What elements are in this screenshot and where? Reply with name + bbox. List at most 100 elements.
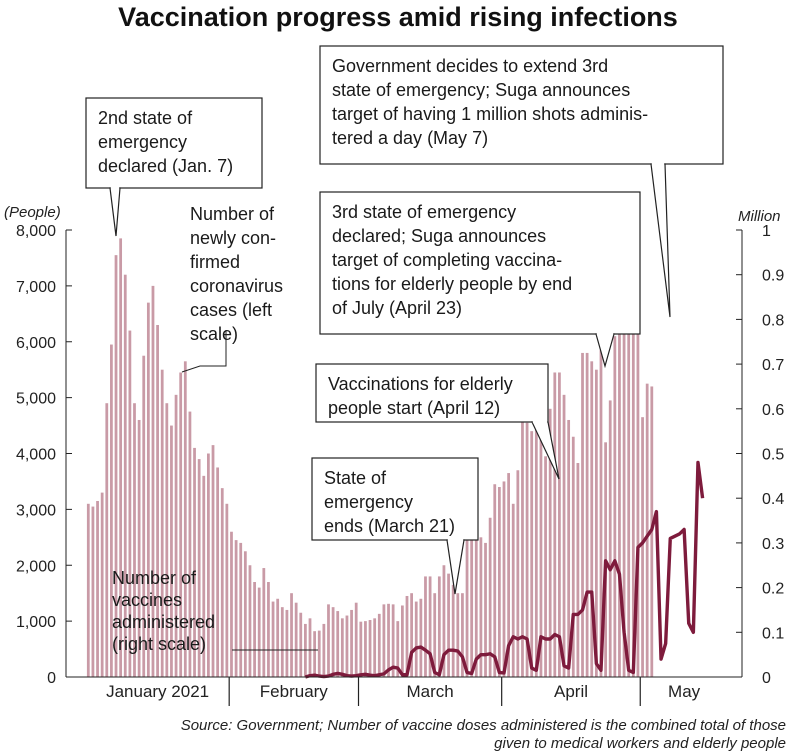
case-bar <box>86 503 90 677</box>
case-bar <box>451 584 455 677</box>
case-bar <box>248 565 252 677</box>
case-bar <box>544 456 547 677</box>
case-bar <box>105 403 109 677</box>
annotation-callout: Government decides to extend 3rd state of… <box>319 45 724 318</box>
case-bar <box>410 593 413 677</box>
case-bar <box>627 311 631 677</box>
case-bar <box>257 587 261 677</box>
case-bar <box>553 372 557 677</box>
case-bar <box>137 419 141 677</box>
case-bar <box>484 542 487 677</box>
case-bar <box>507 473 510 677</box>
case-bar <box>636 316 640 677</box>
case-bar <box>622 285 626 678</box>
case-bar <box>534 414 538 677</box>
case-bar <box>594 369 598 677</box>
left-tick-label: 2,000 <box>16 558 56 575</box>
case-bar <box>548 408 552 677</box>
annotation-text-line: state of emergency; Suga announces <box>332 80 630 100</box>
month-label: January 2021 <box>106 682 209 701</box>
vaccine-line <box>304 460 705 679</box>
callout-box <box>319 45 724 165</box>
case-bar <box>253 582 256 677</box>
case-bar <box>525 422 529 677</box>
case-bar <box>511 503 515 677</box>
case-bar <box>474 526 478 677</box>
case-bar <box>419 598 423 677</box>
case-bar <box>322 623 326 677</box>
case-bar <box>234 540 238 677</box>
case-bar <box>373 618 377 677</box>
month-label: March <box>406 682 453 701</box>
case-bar <box>216 467 220 677</box>
case-bar <box>377 613 381 677</box>
case-bar <box>280 607 284 677</box>
case-bar <box>530 431 534 677</box>
annotation-callout: 3rd state of emergency declared; Suga ann… <box>319 191 641 369</box>
annotation-callout: Vaccinations for elderly people start (Ap… <box>315 363 560 480</box>
case-bar <box>502 481 506 677</box>
case-bar <box>447 573 450 677</box>
case-bar <box>230 531 233 677</box>
case-bar <box>151 285 155 678</box>
cases-series-label-line: Number of <box>190 204 275 224</box>
case-bar <box>645 383 649 677</box>
case-bar <box>631 299 635 677</box>
cases-series-label-line: newly con- <box>190 228 276 248</box>
right-tick-label: 0.3 <box>762 536 784 553</box>
callout-pointer <box>650 163 671 318</box>
case-bar <box>442 565 446 677</box>
annotation-text-line: of July (April 23) <box>332 298 462 318</box>
case-bar <box>585 352 589 677</box>
case-bar <box>401 605 404 677</box>
source-note-line2: given to medical workers and elderly peo… <box>494 735 786 752</box>
right-tick-label: 0.5 <box>762 447 784 464</box>
callout-pointer <box>109 187 121 237</box>
case-bar <box>350 609 353 677</box>
left-tick-label: 8,000 <box>16 223 56 240</box>
series-labels: Number of newly con-firmed coronavirus case… <box>112 204 318 654</box>
annotation-text-line: ends (March 21) <box>324 516 455 536</box>
month-label: February <box>260 682 329 701</box>
case-bar <box>110 344 113 677</box>
case-bar <box>188 411 192 677</box>
callout-box <box>85 97 263 189</box>
case-bar <box>516 470 520 677</box>
case-bar <box>345 615 349 677</box>
annotation-text-line: tered a day (May 7) <box>332 128 488 148</box>
case-bar <box>100 492 104 677</box>
case-bar <box>267 582 270 677</box>
left-tick-label: 6,000 <box>16 335 56 352</box>
case-bar <box>437 576 441 677</box>
right-tick-label: 0.6 <box>762 402 784 419</box>
case-bar <box>382 604 386 677</box>
case-bar <box>405 595 409 677</box>
case-bar <box>327 604 330 677</box>
case-bar <box>539 392 543 677</box>
case-bar <box>641 417 644 677</box>
case-bar <box>211 445 215 677</box>
case-bar <box>354 602 358 677</box>
case-bar <box>313 631 317 677</box>
callout-box <box>315 363 549 423</box>
vaccine-line-layer <box>304 460 705 679</box>
case-bar <box>571 436 575 677</box>
callout-box <box>311 457 479 541</box>
annotation-text-line: target of having 1 million shots adminis… <box>332 104 648 124</box>
callout-box <box>319 191 641 335</box>
case-bar <box>479 537 483 677</box>
annotation-text-line: State of <box>324 468 387 488</box>
cases-series-label-line: cases (left <box>190 300 272 320</box>
annotation-callout: State of emergency ends (March 21) <box>311 457 479 595</box>
right-tick-label: 0.1 <box>762 625 784 642</box>
annotations: 2nd state of emergency declared (Jan. 7) St… <box>85 45 724 595</box>
case-bar <box>424 576 427 677</box>
case-bar <box>340 618 344 677</box>
vaccine-series-label-line: administered <box>112 612 215 632</box>
case-bar <box>576 463 580 677</box>
case-bar <box>581 352 584 677</box>
left-tick-label: 4,000 <box>16 447 56 464</box>
case-bar <box>465 520 469 677</box>
case-bar <box>133 403 136 677</box>
